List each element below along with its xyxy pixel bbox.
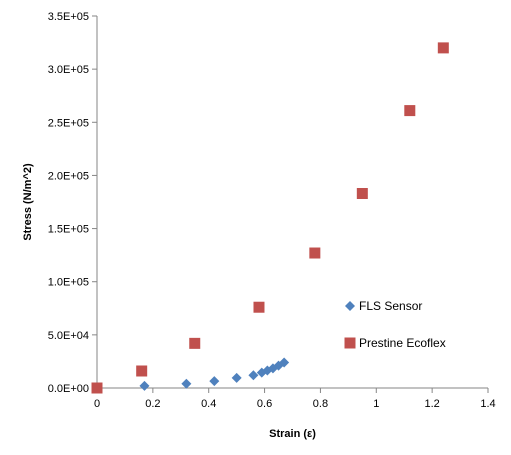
x-tick-label: 0 [94, 398, 100, 410]
x-tick-label: 0.4 [201, 398, 216, 410]
x-tick-label: 1.2 [424, 398, 439, 410]
data-point [209, 376, 220, 387]
y-tick-label: 1.5E+05 [48, 224, 89, 236]
x-tick-label: 1 [373, 398, 379, 410]
y-tick-label: 2.0E+05 [48, 170, 89, 182]
y-tick-label: 0.0E+00 [48, 383, 89, 395]
x-axis-ticks: 0 0.2 0.4 0.6 0.8 1 1.2 1.4 [94, 388, 496, 410]
data-point [231, 372, 242, 383]
y-axis-title: Stress (N/m^2) [22, 163, 34, 241]
legend-label: FLS Sensor [359, 299, 422, 313]
x-tick-label: 1.4 [480, 398, 495, 410]
series-2 [91, 42, 449, 394]
data-point [181, 378, 192, 389]
data-point [91, 382, 103, 394]
y-axis-ticks: 0.0E+00 5.0E+04 1.0E+05 1.5E+05 2.0E+05 2.5E+… [48, 11, 97, 395]
axes [96, 16, 488, 389]
x-tick-label: 0.6 [257, 398, 272, 410]
legend-item: Prestine Ecoflex [344, 336, 446, 350]
y-tick-label: 2.5E+05 [48, 117, 89, 129]
series-layer [91, 42, 449, 394]
y-tick-label: 5.0E+04 [48, 330, 89, 342]
data-point [356, 187, 368, 199]
y-tick-label: 3.5E+05 [48, 11, 89, 23]
legend-marker [345, 301, 355, 311]
x-axis-title: Strain (ε) [269, 428, 316, 440]
y-tick-label: 1.0E+05 [48, 277, 89, 289]
legend-item: FLS Sensor [345, 299, 422, 313]
y-tick-label: 3.0E+05 [48, 64, 89, 76]
series-1 [139, 357, 290, 391]
x-tick-label: 0.2 [145, 398, 160, 410]
data-point [437, 42, 449, 54]
x-tick-label: 0.8 [313, 398, 328, 410]
data-point [139, 380, 150, 391]
legend-label: Prestine Ecoflex [359, 336, 446, 350]
legend-marker [344, 337, 356, 349]
data-point [248, 370, 259, 381]
data-point [189, 337, 201, 349]
data-point [309, 247, 321, 259]
data-point [136, 365, 148, 377]
data-point [404, 105, 416, 117]
legend: FLS Sensor Prestine Ecoflex [344, 299, 446, 350]
data-point [279, 357, 290, 368]
data-point [253, 301, 265, 313]
